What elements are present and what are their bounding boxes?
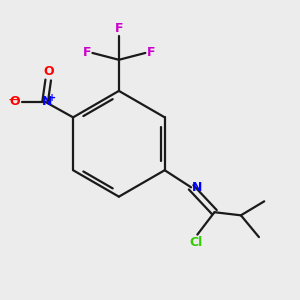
Text: N: N <box>41 95 52 108</box>
Text: +: + <box>48 93 56 103</box>
Text: −: − <box>7 93 19 107</box>
Text: O: O <box>43 65 53 78</box>
Text: O: O <box>10 95 20 108</box>
Text: F: F <box>147 46 155 59</box>
Text: F: F <box>115 22 123 34</box>
Text: N: N <box>192 181 202 194</box>
Text: F: F <box>82 46 91 59</box>
Text: Cl: Cl <box>190 236 203 249</box>
